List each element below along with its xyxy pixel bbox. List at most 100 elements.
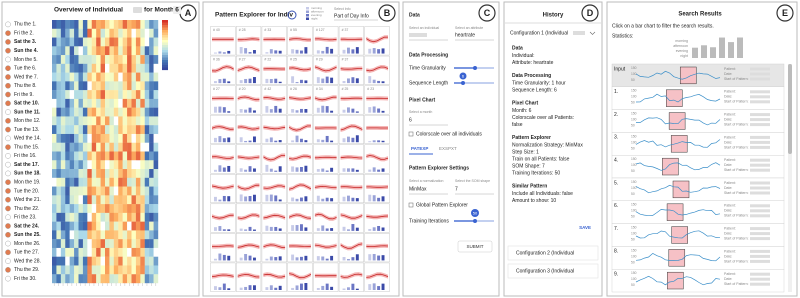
part-of-day-bar <box>304 80 308 84</box>
heatmap-cell <box>74 265 79 275</box>
part-of-day-bar <box>316 139 320 143</box>
heatmap-cell <box>144 63 150 73</box>
statistics-bar[interactable] <box>719 37 725 58</box>
heatmap-cell <box>100 116 106 126</box>
heatmap-cell <box>78 169 84 178</box>
heatmap-cell <box>52 125 57 135</box>
label[interactable]: heartrate <box>455 32 475 38</box>
part-of-day-bar <box>244 196 248 202</box>
statistics-bar[interactable] <box>710 47 716 58</box>
heatmap-cell <box>131 230 137 240</box>
label: Select a month <box>409 110 432 114</box>
day-label: Wed the 28. <box>14 258 41 264</box>
day-icon <box>5 275 11 282</box>
part-of-day-bar <box>244 48 248 54</box>
chevron <box>589 31 596 35</box>
heatmap-cell <box>140 125 145 135</box>
label[interactable]: Configuration 3 (Individual <box>516 268 574 274</box>
slider-knob[interactable] <box>473 66 477 70</box>
heatmap-cell <box>153 142 159 152</box>
heatmap-cell <box>105 98 110 108</box>
heatmap-cell <box>78 160 84 170</box>
part-of-day-bar <box>381 81 385 84</box>
checkbox[interactable] <box>408 131 414 137</box>
pattern-band <box>289 65 311 72</box>
label[interactable]: EXSPXT <box>439 146 457 151</box>
label: # 28 <box>239 28 246 32</box>
heatmap-cell <box>109 186 115 196</box>
heatmap-cell <box>56 55 62 65</box>
statistics-bar[interactable] <box>701 45 707 58</box>
result-row[interactable] <box>611 269 785 293</box>
heatmap-cell <box>60 265 66 275</box>
label[interactable]: MinMax <box>409 186 427 192</box>
submit-button[interactable] <box>457 240 493 253</box>
heatmap-cell <box>109 256 115 266</box>
statistics-bar[interactable] <box>692 47 698 58</box>
info-icon[interactable] <box>287 10 297 20</box>
heatmap-cell <box>105 63 110 73</box>
part-of-day-bar <box>325 135 329 143</box>
heatmap-cell <box>91 107 97 117</box>
part-of-day-bar <box>342 49 346 54</box>
part-of-day-bar <box>377 286 381 290</box>
heatmap-cell <box>65 169 70 178</box>
part-of-day-bar <box>381 283 385 290</box>
heatmap-cell <box>78 186 84 196</box>
part-of-day-bar <box>218 165 222 172</box>
heatmap-cell <box>91 28 97 38</box>
heatmap-cell <box>118 256 123 266</box>
heatmap-cell <box>105 151 110 161</box>
heatmap-cell <box>82 212 88 222</box>
heatmap-cell <box>100 186 106 196</box>
day-label: Thu the 29. <box>14 267 39 273</box>
label: 50 <box>631 123 635 127</box>
label[interactable]: SUBMIT <box>466 244 483 249</box>
heatmap-cell <box>140 90 145 100</box>
label[interactable]: 7 <box>455 186 458 192</box>
statistics-bar[interactable] <box>737 37 743 58</box>
heatmap-cell <box>52 72 57 82</box>
heatmap-cell <box>56 256 62 266</box>
badge-circle <box>776 4 794 22</box>
select-value[interactable]: Part of Day Info <box>334 13 369 19</box>
heatmap-cell <box>113 160 119 170</box>
part-of-day-bar <box>316 107 320 113</box>
colorbar-step <box>162 25 168 28</box>
label[interactable]: PATEXP <box>411 146 428 151</box>
checkbox[interactable] <box>408 202 414 208</box>
slider-knob[interactable] <box>461 81 465 85</box>
pattern-line <box>263 155 286 161</box>
statistics-bar[interactable] <box>728 42 734 58</box>
heatmap-cell <box>118 274 123 284</box>
scrollbar-thumb[interactable] <box>788 64 792 154</box>
heatmap-cell <box>65 212 70 222</box>
heatmap-cell <box>52 46 57 56</box>
part-of-day-bar <box>381 196 385 202</box>
heatmap-cell <box>131 133 137 143</box>
part-of-day-bar <box>351 137 355 143</box>
label[interactable]: Configuration 2 (Individual <box>516 250 574 256</box>
label[interactable]: SAVE <box>579 225 591 230</box>
heatmap-cell <box>149 28 154 38</box>
heatmap-cell <box>100 160 106 170</box>
heatmap-cell <box>65 221 70 231</box>
heatmap-cell <box>52 169 57 178</box>
heatmap-cell <box>69 247 75 257</box>
part-of-day-bar <box>269 285 273 290</box>
sparkline <box>635 70 721 80</box>
label[interactable]: Configuration 1 (Individual <box>510 30 568 36</box>
heatmap-cell <box>65 177 70 187</box>
heatmap-cell <box>52 151 57 161</box>
heatmap-cell <box>122 107 128 117</box>
part-of-day-bar <box>330 140 334 143</box>
heatmap-cell <box>78 265 84 275</box>
heatmap-cell <box>65 256 70 266</box>
label[interactable]: 6 <box>409 117 412 123</box>
heatmap-cell <box>131 90 137 100</box>
heatmap-cell <box>100 256 106 266</box>
part-of-day-bar <box>248 78 252 84</box>
day-label: Fri the 9. <box>14 92 34 98</box>
label: 100 <box>631 209 637 213</box>
slider-knob[interactable] <box>473 219 477 223</box>
